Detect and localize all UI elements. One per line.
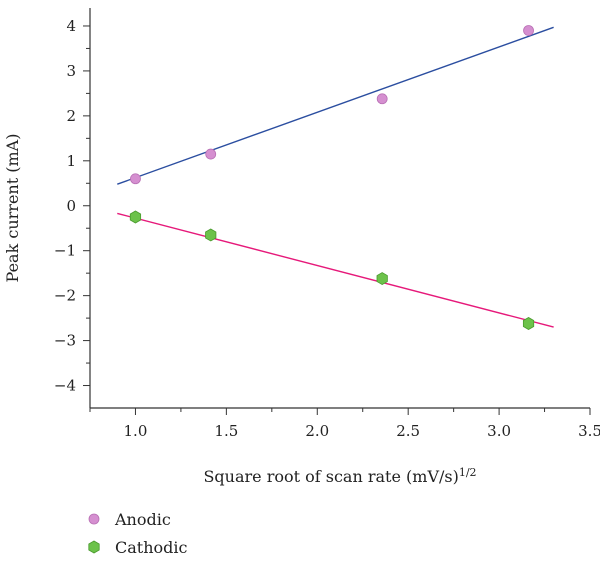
x-tick-label: 2.0 — [305, 422, 329, 440]
cathodic-point — [376, 272, 388, 286]
cathodic-fit-line — [117, 212, 554, 328]
data-points — [129, 25, 535, 330]
y-tick-label: 4 — [66, 17, 76, 35]
cathodic-point — [522, 317, 535, 330]
y-tick-label: 3 — [66, 62, 76, 80]
y-tick-label: 0 — [66, 197, 76, 215]
anodic-point — [205, 148, 217, 160]
y-axis-title: Peak current (mA) — [3, 134, 22, 283]
anodic-point — [376, 93, 388, 105]
anodic-fit-line — [117, 26, 554, 185]
cathodic-point — [205, 228, 217, 242]
x-tick-label: 3.0 — [487, 422, 511, 440]
y-tick-label: −2 — [54, 287, 76, 305]
anodic-point — [523, 25, 534, 36]
x-axis-title: Square root of scan rate (mV/s)1/2 — [203, 466, 476, 487]
cathodic-legend-marker — [88, 540, 100, 554]
x-tick-label: 1.0 — [124, 422, 148, 440]
axes: 1.0 1.5 2.0 2.5 3.0 3.5 −4 −3 −2 −1 0 1 2 3 4 — [54, 8, 600, 440]
x-tick-label: 1.5 — [214, 422, 238, 440]
y-tick-label: 2 — [66, 107, 76, 125]
y-tick-label: −1 — [54, 242, 76, 260]
y-tick-label: 1 — [66, 152, 76, 170]
y-tick-label: −3 — [54, 332, 76, 350]
x-tick-label: 3.5 — [578, 422, 600, 440]
cathodic-legend-label: Cathodic — [115, 538, 188, 557]
anodic-legend-label: Anodic — [114, 510, 171, 529]
cathodic-point — [129, 210, 142, 224]
anodic-point — [130, 173, 141, 185]
fit-lines — [117, 26, 554, 328]
y-tick-label: −4 — [54, 377, 76, 395]
x-tick-label: 2.5 — [396, 422, 420, 440]
anodic-legend-marker — [88, 513, 100, 525]
legend: Anodic Cathodic — [88, 510, 188, 557]
